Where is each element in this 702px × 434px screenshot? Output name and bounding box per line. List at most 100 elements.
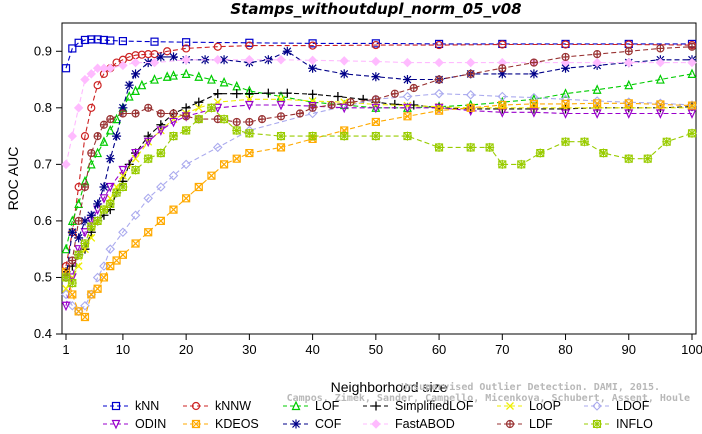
point-ldf <box>498 64 507 73</box>
point-loop <box>131 154 140 163</box>
series-simplifiedlof <box>61 88 697 277</box>
point-ldf <box>80 182 90 192</box>
point-simplifiedlof <box>244 89 254 99</box>
point-ldf <box>561 52 570 62</box>
legend-label: LoOP <box>529 399 561 413</box>
point-fastabod <box>307 55 318 66</box>
point-kdeos <box>687 101 697 110</box>
point-odin <box>687 109 697 119</box>
point-simplifiedlof <box>181 103 191 113</box>
point-kdeos <box>194 182 203 192</box>
point-knnw <box>87 103 96 112</box>
point-inflo <box>516 159 526 169</box>
point-fastabod <box>61 159 71 170</box>
point-simplifiedlof <box>232 89 242 99</box>
x-tick-label: 80 <box>558 342 572 357</box>
point-ldf <box>593 50 602 59</box>
point-lof <box>655 74 665 84</box>
point-loop <box>194 103 203 112</box>
point-knn <box>87 35 96 44</box>
point-loop <box>308 97 317 105</box>
point-fastabod <box>149 57 160 68</box>
point-kdeos <box>466 103 475 112</box>
chart-title: Stamps_withoutdupl_norm_05_v08 <box>230 0 521 18</box>
point-lof <box>206 74 216 84</box>
legend-label: LOF <box>315 399 340 413</box>
series-line-ldf <box>65 46 693 278</box>
point-kdeos <box>245 148 254 158</box>
point-knnw <box>213 42 222 51</box>
point-ldf <box>687 42 697 51</box>
point-kdeos <box>156 216 165 226</box>
point-ldf <box>68 256 77 265</box>
point-inflo <box>118 182 128 192</box>
point-ldf <box>276 112 286 121</box>
point-knnw <box>80 131 90 141</box>
y-axis-label: ROC AUC <box>5 147 21 211</box>
point-inflo <box>232 125 242 135</box>
point-lof <box>592 84 602 94</box>
legend-marker <box>505 419 515 429</box>
point-ldf <box>434 75 444 84</box>
point-inflo <box>598 148 608 158</box>
point-fastabod <box>276 55 286 65</box>
legend-marker <box>291 400 301 411</box>
point-ldf <box>99 120 109 129</box>
legend: kNN kNNW LOF SimplifiedLOF LoOP LDOF ODIN KDEOS… <box>103 399 653 431</box>
point-inflo <box>74 250 84 260</box>
point-ldf <box>106 115 115 124</box>
point-cof <box>99 182 109 192</box>
point-kdeos <box>276 143 286 152</box>
point-ldof <box>181 159 191 170</box>
point-knnw <box>434 40 444 50</box>
point-inflo <box>485 142 495 152</box>
x-tick-label: 50 <box>369 342 383 357</box>
x-tick-label: 40 <box>305 342 319 357</box>
point-simplifiedlof <box>561 104 571 114</box>
point-cof <box>93 199 103 209</box>
legend-item-kdeos: KDEOS <box>183 417 259 431</box>
point-ldof <box>402 91 413 102</box>
point-kdeos <box>169 205 178 214</box>
point-lof <box>131 85 140 95</box>
point-cof <box>124 80 134 90</box>
point-knn <box>80 35 90 45</box>
legend-label: FastABOD <box>395 417 455 431</box>
point-kdeos <box>593 99 602 108</box>
point-odin <box>308 102 318 112</box>
series-line-cof <box>65 50 692 278</box>
x-tick-label: 1 <box>62 342 69 357</box>
point-cof <box>529 69 539 79</box>
point-ldf <box>232 117 241 127</box>
point-ldf <box>93 131 102 141</box>
point-knnw <box>371 40 380 50</box>
x-tick-label: 20 <box>179 342 193 357</box>
point-odin <box>371 103 381 114</box>
point-inflo <box>143 154 153 164</box>
point-kdeos <box>68 290 77 299</box>
legend-item-lof: LOF <box>283 399 340 413</box>
point-simplifiedlof <box>308 89 318 99</box>
point-inflo <box>93 216 103 226</box>
point-lof <box>99 136 109 146</box>
legend-label: kNN <box>135 399 159 413</box>
point-cof <box>131 69 141 79</box>
watermark-line-authors: Campos, Zimek, Sander, Campello, Micenko… <box>287 392 690 404</box>
y-tick-label: 0.4 <box>34 326 52 341</box>
point-fastabod <box>244 55 255 65</box>
point-fastabod <box>434 57 444 68</box>
legend-item-inflo: INFLO <box>584 417 653 431</box>
point-knnw <box>182 44 191 53</box>
point-inflo <box>80 239 90 249</box>
point-odin <box>592 109 602 119</box>
point-odin <box>61 301 71 312</box>
legend-label: KDEOS <box>215 417 259 431</box>
point-kdeos <box>207 171 216 180</box>
point-lof <box>181 68 191 78</box>
point-ldof <box>529 92 539 103</box>
point-inflo <box>276 131 286 141</box>
point-knn <box>93 35 102 44</box>
point-fastabod <box>402 57 413 68</box>
point-odin <box>143 137 153 148</box>
point-fastabod <box>339 56 349 66</box>
